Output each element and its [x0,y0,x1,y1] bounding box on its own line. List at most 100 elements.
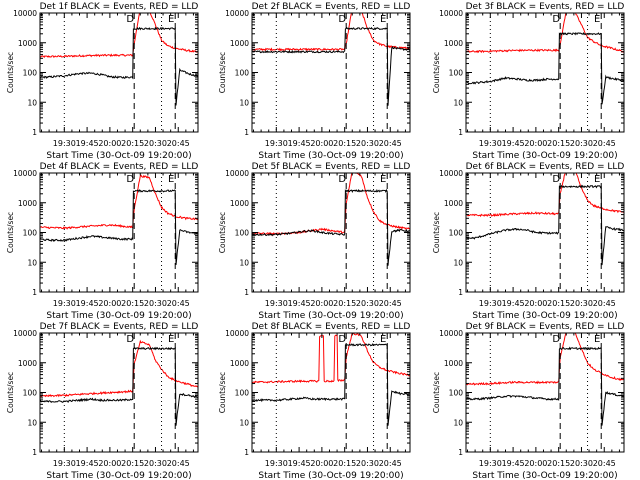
panel-8: Det 8f BLACK = Events, RED = LLD Counts/s… [218,322,411,480]
marker-label: E [594,174,600,185]
marker-label: E [594,334,600,345]
x-tick-label: 19:30 [53,299,76,308]
plot-frame [39,172,199,293]
series-events [40,26,198,106]
panel-4: Det 4f BLACK = Events, RED = LLD Counts/s… [6,162,199,321]
y-tick-label: 10 [27,258,37,267]
y-tick-label: 1 [32,288,37,297]
x-tick-label: 20:15 [121,459,144,468]
x-axis-label: Start Time (30-Oct-09 19:20:00) [46,311,191,321]
marker-label: E [168,334,174,345]
marker-label: D [126,174,134,185]
series-lld [40,13,198,59]
series-lld [252,333,410,384]
marker-label: D [126,14,134,25]
x-tick-label: 20:30 [144,459,167,468]
x-tick-label: 20:30 [570,139,593,148]
x-tick-label: 20:15 [121,139,144,148]
marker-label: D [338,174,346,185]
panel-3: Det 3f BLACK = Events, RED = LLD Counts/s… [432,2,625,161]
plot-frame [465,332,625,453]
x-tick-label: 20:00 [98,459,121,468]
x-tick-label: 20:45 [593,299,616,308]
x-tick-label: 20:45 [167,299,190,308]
series-lld [252,173,410,236]
y-tick-label: 10000 [13,329,37,338]
y-axis-label: Counts/sec [218,212,227,253]
x-tick-label: 20:30 [570,459,593,468]
x-axis-label: Start Time (30-Oct-09 19:20:00) [472,471,617,480]
x-axis-label: Start Time (30-Oct-09 19:20:00) [46,471,191,480]
marker-label: E [380,174,386,185]
series-events [466,31,624,105]
series-lld [252,13,410,52]
series-lld [40,174,198,230]
y-tick-label: 100 [235,69,250,78]
x-axis-label: Start Time (30-Oct-09 19:20:00) [46,151,191,161]
series-lld [40,339,198,398]
marker-label: E [380,14,386,25]
y-tick-label: 10000 [13,9,37,18]
marker-label: D [338,334,346,345]
panel-title: Det 9f BLACK = Events, RED = LLD [466,322,625,332]
y-tick-label: 1000 [444,39,463,48]
x-tick-label: 19:45 [502,459,525,468]
x-tick-label: 20:15 [547,139,570,148]
series-events [466,184,624,266]
x-tick-label: 20:45 [379,139,402,148]
y-tick-label: 10000 [439,329,463,338]
x-tick-label: 19:30 [53,139,76,148]
y-tick-label: 1000 [18,359,37,368]
marker-label: D [552,174,560,185]
y-tick-label: 10 [27,98,37,107]
x-tick-label: 20:45 [167,459,190,468]
panel-2: Det 2f BLACK = Events, RED = LLD Counts/s… [218,2,411,161]
x-tick-label: 20:00 [524,139,547,148]
y-tick-label: 100 [235,389,250,398]
y-tick-label: 1000 [230,39,249,48]
x-tick-label: 20:15 [333,139,356,148]
panel-title: Det 8f BLACK = Events, RED = LLD [252,322,411,332]
x-tick-label: 20:45 [593,459,616,468]
y-axis-label: Counts/sec [432,372,441,413]
plot-area [40,339,198,426]
y-tick-label: 1000 [230,359,249,368]
y-tick-label: 100 [449,69,464,78]
plot-area [40,13,198,106]
y-axis-label: Counts/sec [432,212,441,253]
panel-title: Det 3f BLACK = Events, RED = LLD [466,2,625,12]
series-events [40,189,198,265]
y-tick-label: 10 [453,418,463,427]
x-axis-label: Start Time (30-Oct-09 19:20:00) [258,471,403,480]
marker-label: E [168,14,174,25]
plot-frame [251,12,411,133]
plot-frame [465,12,625,133]
x-tick-label: 20:15 [333,299,356,308]
x-tick-label: 19:30 [479,299,502,308]
x-tick-label: 20:30 [356,139,379,148]
marker-label: E [380,334,386,345]
x-tick-label: 20:30 [144,299,167,308]
x-tick-label: 20:45 [593,139,616,148]
x-tick-label: 19:45 [502,139,525,148]
series-events [40,346,198,426]
x-tick-label: 19:45 [76,299,99,308]
y-axis-label: Counts/sec [6,52,15,93]
x-tick-label: 20:00 [310,459,333,468]
x-axis-label: Start Time (30-Oct-09 19:20:00) [472,311,617,321]
y-axis-label: Counts/sec [6,372,15,413]
x-tick-label: 20:45 [167,139,190,148]
y-tick-label: 100 [449,229,464,238]
marker-label: D [126,334,134,345]
y-tick-label: 1 [458,128,463,137]
x-axis-label: Start Time (30-Oct-09 19:20:00) [258,151,403,161]
x-tick-label: 20:15 [121,299,144,308]
panel-1: Det 1f BLACK = Events, RED = LLD Counts/s… [6,2,199,161]
panel-6: Det 6f BLACK = Events, RED = LLD Counts/s… [432,162,625,321]
x-tick-label: 20:00 [98,299,121,308]
panel-title: Det 1f BLACK = Events, RED = LLD [40,2,199,12]
x-tick-label: 20:00 [310,139,333,148]
x-tick-label: 20:15 [333,459,356,468]
x-tick-label: 20:30 [570,299,593,308]
y-tick-label: 10000 [225,169,249,178]
